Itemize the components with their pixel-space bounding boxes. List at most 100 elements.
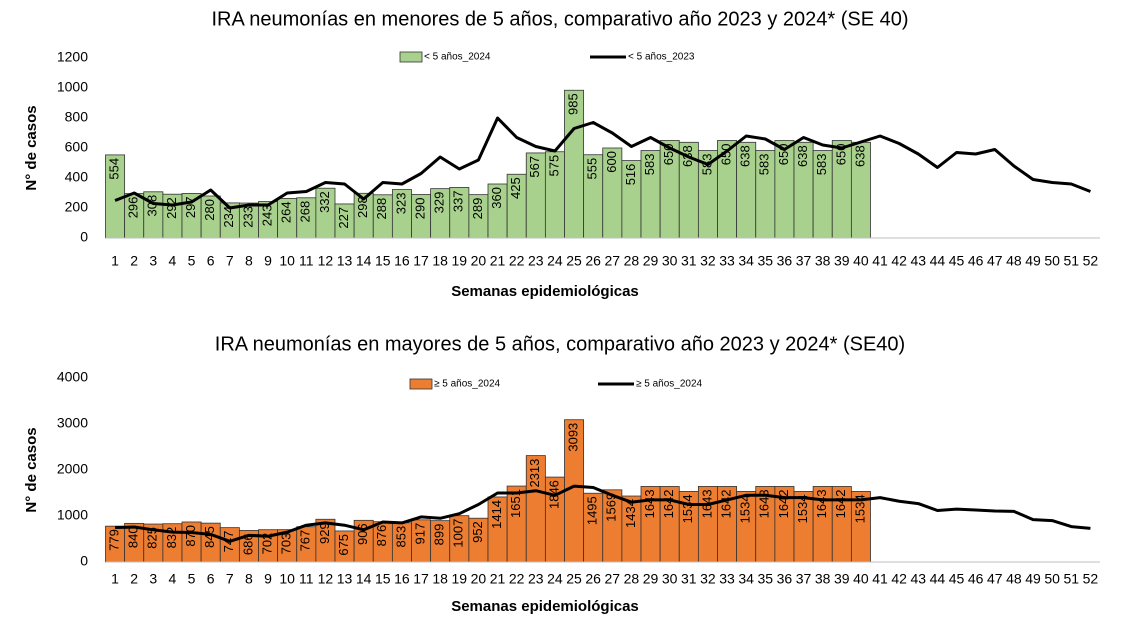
x-tick-label: 11 xyxy=(299,571,314,587)
y-axis-title: N° de casos xyxy=(23,427,40,512)
x-tick-label: 42 xyxy=(891,571,907,587)
x-tick-label: 9 xyxy=(264,253,272,269)
data-label: 600 xyxy=(604,151,619,173)
data-label: 583 xyxy=(814,154,829,176)
x-tick-label: 44 xyxy=(930,571,946,587)
y-tick-label: 3000 xyxy=(57,415,88,431)
x-tick-label: 18 xyxy=(432,571,448,587)
x-tick-label: 11 xyxy=(299,253,314,269)
x-tick-label: 47 xyxy=(987,253,1003,269)
x-tick-label: 25 xyxy=(566,253,582,269)
x-tick-label: 30 xyxy=(662,571,678,587)
y-tick-label: 4000 xyxy=(57,369,88,385)
data-label: 1642 xyxy=(719,489,734,518)
x-tick-label: 3 xyxy=(149,253,157,269)
data-label: 1643 xyxy=(814,489,829,518)
y-tick-label: 1000 xyxy=(57,79,88,95)
data-label: 853 xyxy=(393,526,408,548)
x-tick-label: 2 xyxy=(130,571,138,587)
x-tick-label: 14 xyxy=(356,253,372,269)
data-label: 870 xyxy=(183,525,198,547)
x-tick-label: 33 xyxy=(719,253,735,269)
x-tick-label: 19 xyxy=(452,253,468,269)
data-label: 555 xyxy=(585,158,600,180)
y-tick-label: 0 xyxy=(80,553,88,569)
data-label: 268 xyxy=(298,201,313,223)
x-tick-label: 19 xyxy=(452,571,468,587)
legend-swatch xyxy=(409,378,433,390)
x-tick-label: 21 xyxy=(490,253,506,269)
x-tick-label: 5 xyxy=(188,253,196,269)
x-tick-label: 46 xyxy=(968,253,984,269)
data-label: 1569 xyxy=(604,493,619,522)
data-label: 554 xyxy=(107,158,122,180)
data-label: 3093 xyxy=(566,423,581,452)
x-tick-label: 6 xyxy=(207,253,215,269)
data-label: 233 xyxy=(240,206,255,228)
y-tick-label: 200 xyxy=(65,199,89,215)
data-label: 227 xyxy=(336,207,351,229)
chart-title: IRA neumonías en menores de 5 años, comp… xyxy=(211,8,908,30)
x-tick-label: 35 xyxy=(758,571,774,587)
data-label: 840 xyxy=(126,526,141,548)
x-tick-label: 4 xyxy=(169,571,177,587)
x-tick-label: 40 xyxy=(853,571,869,587)
data-label: 1007 xyxy=(451,519,466,548)
data-label: 1534 xyxy=(738,494,753,523)
x-tick-label: 52 xyxy=(1083,253,1099,269)
x-tick-label: 29 xyxy=(643,571,659,587)
x-tick-label: 10 xyxy=(279,253,295,269)
data-label: 767 xyxy=(298,530,313,552)
y-tick-label: 0 xyxy=(80,229,88,245)
x-tick-label: 14 xyxy=(356,571,372,587)
x-tick-label: 10 xyxy=(279,571,295,587)
x-tick-label: 17 xyxy=(413,253,429,269)
x-tick-label: 16 xyxy=(394,571,410,587)
data-label: 1534 xyxy=(680,494,695,523)
data-label: 1495 xyxy=(585,496,600,525)
x-tick-label: 48 xyxy=(1006,253,1022,269)
x-tick-label: 7 xyxy=(226,571,234,587)
data-label: 1643 xyxy=(642,489,657,518)
data-label: 917 xyxy=(413,523,428,545)
x-tick-label: 20 xyxy=(471,253,487,269)
data-label: 779 xyxy=(107,529,122,551)
x-tick-label: 30 xyxy=(662,253,678,269)
x-tick-label: 44 xyxy=(930,253,946,269)
y-tick-label: 2000 xyxy=(57,461,88,477)
data-label: 1534 xyxy=(795,494,810,523)
x-tick-label: 22 xyxy=(509,253,525,269)
x-tick-label: 27 xyxy=(605,571,621,587)
x-tick-label: 13 xyxy=(337,253,353,269)
x-tick-label: 32 xyxy=(700,253,716,269)
x-tick-label: 40 xyxy=(853,253,869,269)
data-label: 280 xyxy=(202,199,217,221)
data-label: 337 xyxy=(451,190,466,212)
data-label: 2313 xyxy=(527,459,542,488)
x-tick-label: 46 xyxy=(968,571,984,587)
x-tick-label: 31 xyxy=(681,253,697,269)
x-tick-label: 34 xyxy=(738,571,754,587)
x-tick-label: 38 xyxy=(815,571,831,587)
y-tick-label: 800 xyxy=(65,109,89,125)
data-label: 1534 xyxy=(852,494,867,523)
x-tick-label: 35 xyxy=(758,253,774,269)
data-label: 638 xyxy=(795,145,810,167)
data-label: 899 xyxy=(432,524,447,546)
data-label: 1643 xyxy=(757,489,772,518)
data-label: 1434 xyxy=(623,499,638,528)
data-label: 638 xyxy=(738,145,753,167)
data-label: 675 xyxy=(336,534,351,556)
x-tick-label: 23 xyxy=(528,571,544,587)
data-label: 686 xyxy=(240,533,255,555)
x-tick-label: 48 xyxy=(1006,571,1022,587)
x-tick-label: 36 xyxy=(777,253,793,269)
x-tick-label: 18 xyxy=(432,253,448,269)
x-tick-label: 51 xyxy=(1064,571,1080,587)
x-tick-label: 49 xyxy=(1025,253,1041,269)
data-label: 1642 xyxy=(661,489,676,518)
legend-swatch xyxy=(399,51,423,63)
data-label: 1642 xyxy=(776,489,791,518)
data-label: 985 xyxy=(566,93,581,115)
x-tick-label: 8 xyxy=(245,253,253,269)
